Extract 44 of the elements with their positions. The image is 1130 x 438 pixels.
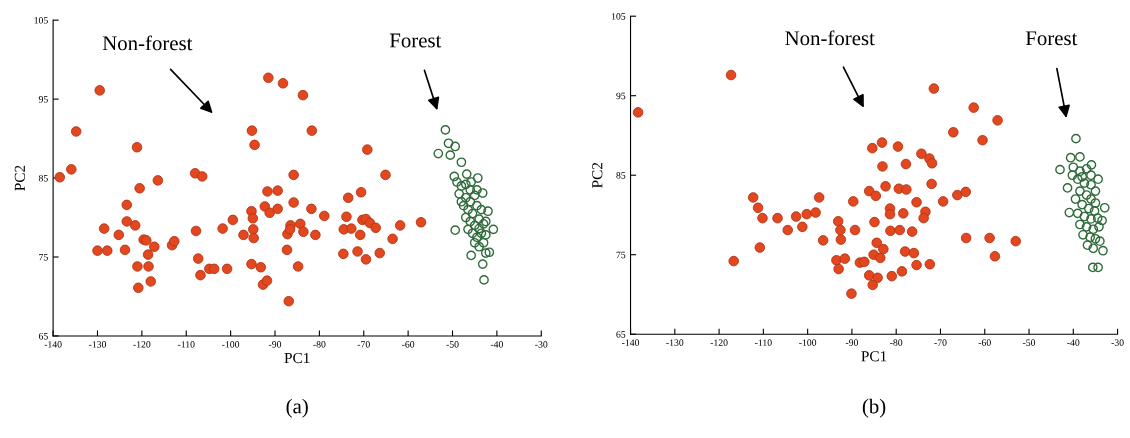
y-tick-label: 105 [611,13,626,20]
text: (b) [862,398,886,418]
y-tick-label: 85 [616,172,626,179]
x-tick-label: -140 [44,341,62,348]
annotation: Non-forest [102,35,193,51]
x-axis-title: PC1 [284,352,310,364]
text: (a) [286,398,308,418]
x-tick-label: -80 [890,339,903,346]
y-tick-label: 105 [34,17,48,24]
x-tick-label: -90 [845,339,859,346]
y-tick-label: 75 [616,251,626,259]
annotation: Forest [389,33,442,48]
x-tick-label: -130 [666,339,684,346]
x-tick-label: -120 [133,341,151,348]
x-axis-title: PC1 [861,351,887,362]
x-tick-label: -110 [177,341,195,348]
x-tick-label: -110 [755,339,772,346]
y-axis-title: PC2 [14,165,26,191]
x-tick-label: -100 [799,339,817,346]
x-tick-label: -70 [934,339,947,346]
x-tick-label: -60 [978,339,991,346]
y-tick-label: 85 [38,174,48,182]
x-tick-label: -80 [313,341,326,348]
x-tick-label: -60 [402,341,415,348]
x-tick-label: -40 [490,341,503,348]
x-tick-label: -50 [1022,339,1036,346]
y-tick-label: 95 [38,96,48,103]
x-tick-label: -90 [268,341,282,348]
x-tick-label: -120 [710,339,728,346]
annotation: Non-forest [785,30,875,46]
y-tick-label: 65 [616,331,626,338]
x-tick-label: -30 [1111,339,1124,346]
x-tick-label: -140 [621,339,640,346]
y-tick-label: 65 [38,332,48,340]
x-tick-label: -40 [1067,339,1080,346]
y-tick-label: 95 [616,92,626,100]
x-tick-label: -50 [446,341,459,348]
x-tick-label: -30 [535,341,548,348]
y-axis-title: PC2 [592,162,603,188]
x-tick-label: -70 [357,341,370,348]
y-tick-label: 75 [39,254,48,261]
annotation: Forest [1025,31,1078,46]
x-tick-label: -100 [222,341,240,348]
x-tick-label: -130 [88,341,107,348]
